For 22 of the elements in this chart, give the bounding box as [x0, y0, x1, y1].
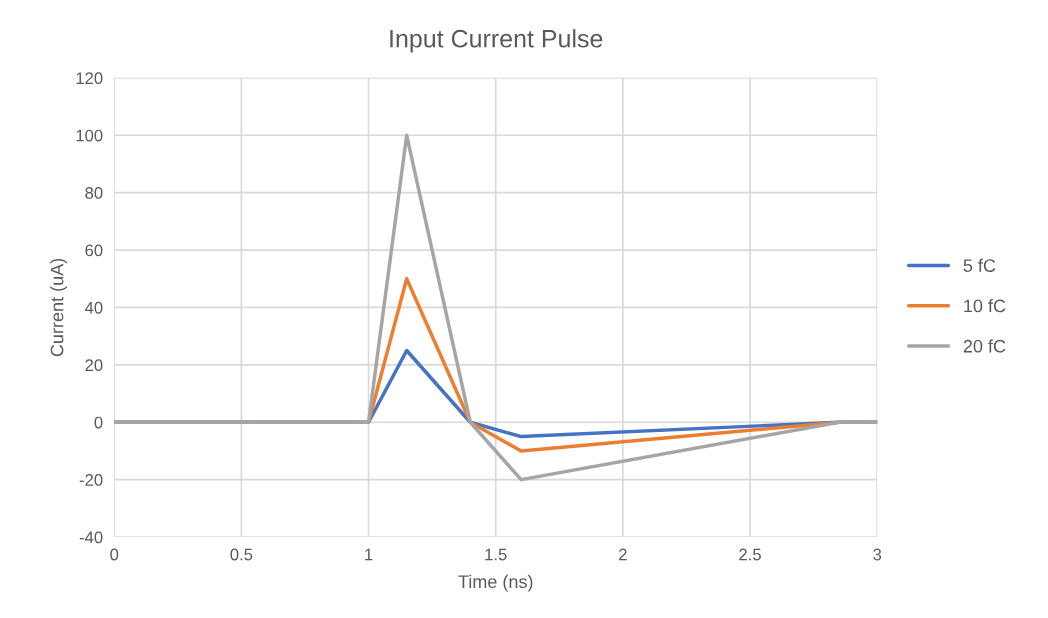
legend-label: 20 fC [963, 339, 1006, 353]
chart-title: Input Current Pulse [390, 29, 603, 53]
y-axis-title: Current (uA) [50, 258, 67, 357]
y-tick-label: 40 [84, 301, 103, 314]
x-tick-label: 2 [619, 548, 627, 561]
y-tick-label: 0 [94, 416, 103, 429]
x-tick-label: 2.5 [739, 548, 761, 561]
y-tick-label: 120 [76, 72, 103, 85]
legend-label: 5 fC [963, 258, 996, 272]
y-tick-label: -20 [79, 474, 103, 486]
y-tick-label: -40 [79, 531, 103, 544]
y-tick-label: 80 [85, 187, 103, 199]
x-tick-label: 3 [873, 548, 882, 561]
legend-label: 10 fC [964, 299, 1006, 313]
x-axis-title: Time (ns) [458, 574, 533, 592]
x-tick-label: 0 [110, 548, 119, 561]
x-tick-label: 1.5 [485, 548, 507, 561]
x-tick-label: 0.5 [230, 548, 253, 561]
y-tick-label: 100 [76, 129, 103, 142]
y-tick-label: 20 [85, 359, 103, 372]
x-tick-label: 1 [365, 548, 373, 561]
y-tick-label: 60 [85, 244, 103, 257]
